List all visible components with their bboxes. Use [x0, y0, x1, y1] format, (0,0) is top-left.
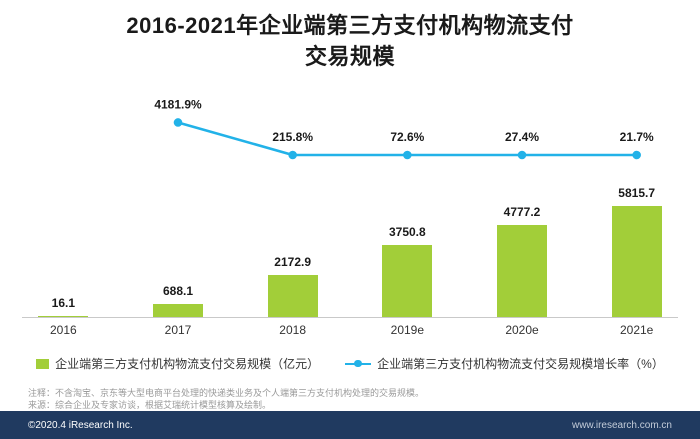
page-title-line2: 交易规模 [304, 44, 395, 69]
line-value-label-2017: 4181.9% [154, 97, 202, 111]
line-value-label-2021e: 21.7% [620, 130, 654, 144]
footnote-annotation: 注释：不含淘宝、京东等大型电商平台处理的快递类业务及个人端第三方支付机构处理的交… [28, 388, 425, 398]
bar-value-label-2021e: 5815.7 [618, 186, 655, 200]
bar-value-label-2020e: 4777.2 [503, 205, 541, 219]
x-axis-label-2019e: 2019e [390, 323, 425, 337]
legend: 企业端第三方支付机构物流支付交易规模（亿元） 企业端第三方支付机构物流支付交易规… [0, 355, 700, 372]
bar-2017 [153, 304, 203, 317]
bar-2016 [38, 316, 89, 317]
bar-2021e [611, 206, 662, 317]
footer-bar: ©2020.4 iResearch Inc. www.iresearch.com… [0, 411, 700, 439]
x-axis-label-2016: 2016 [49, 323, 77, 337]
line-value-label-2020e: 27.4% [505, 130, 539, 144]
x-axis-label-2020e: 2020e [505, 323, 539, 337]
growth-line-layer: 4181.9% 215.8% 72.6% 27.4% 21.7% [154, 97, 654, 160]
copyright-text: ©2020.4 iResearch Inc. [28, 419, 133, 431]
page-title: 2016-2021年企业端第三方支付机构物流支付 交易规模 [0, 10, 700, 72]
bar-2020e [497, 225, 547, 317]
legend-item-line: 企业端第三方支付机构物流支付交易规模增长率（%） [345, 355, 664, 372]
line-point-2020e [517, 150, 527, 160]
line-point-2017 [173, 118, 183, 127]
x-axis-label-2017: 2017 [164, 323, 192, 337]
line-point-2021e [632, 150, 641, 160]
legend-item-bar: 企业端第三方支付机构物流支付交易规模（亿元） [36, 355, 319, 372]
footnote-source: 来源：综合企业及专家访谈，根据艾瑞统计模型核算及绘制。 [28, 399, 272, 410]
line-legend-dot [354, 359, 362, 368]
bar-legend-swatch-icon [36, 358, 50, 369]
bar-2019e [382, 245, 433, 317]
footnotes: 注释：不含淘宝、京东等大型电商平台处理的快递类业务及个人端第三方支付机构处理的交… [28, 388, 424, 411]
bar-value-label-2018: 2172.9 [274, 255, 311, 269]
line-point-2019e [403, 150, 412, 160]
bar-2018 [267, 275, 318, 317]
x-axis-line [22, 317, 678, 318]
plot-area: 16.1 688.1 2172.9 3750.8 4777.2 5815.7 4181.9%… [6, 88, 694, 318]
x-axis-labels: 2016 2017 2018 2019e 2020e 2021e [6, 323, 694, 339]
line-point-2018 [288, 150, 297, 160]
x-axis-label-2021e: 2021e [619, 323, 654, 337]
bar-value-label-2017: 688.1 [162, 284, 194, 298]
line-legend-label: 企业端第三方支付机构物流支付交易规模增长率（%） [377, 357, 664, 371]
bar-value-label-2019e: 3750.8 [388, 225, 426, 239]
bar-value-label-2016: 16.1 [51, 296, 75, 310]
website-text: www.iresearch.com.cn [571, 419, 672, 431]
line-legend-swatch-icon [345, 359, 372, 369]
x-axis-label-2018: 2018 [279, 323, 306, 337]
line-value-label-2018: 215.8% [272, 130, 313, 144]
page-title-line1: 2016-2021年企业端第三方支付机构物流支付 [126, 13, 574, 38]
bar-legend-label: 企业端第三方支付机构物流支付交易规模（亿元） [55, 357, 320, 371]
line-value-label-2019e: 72.6% [390, 130, 424, 144]
